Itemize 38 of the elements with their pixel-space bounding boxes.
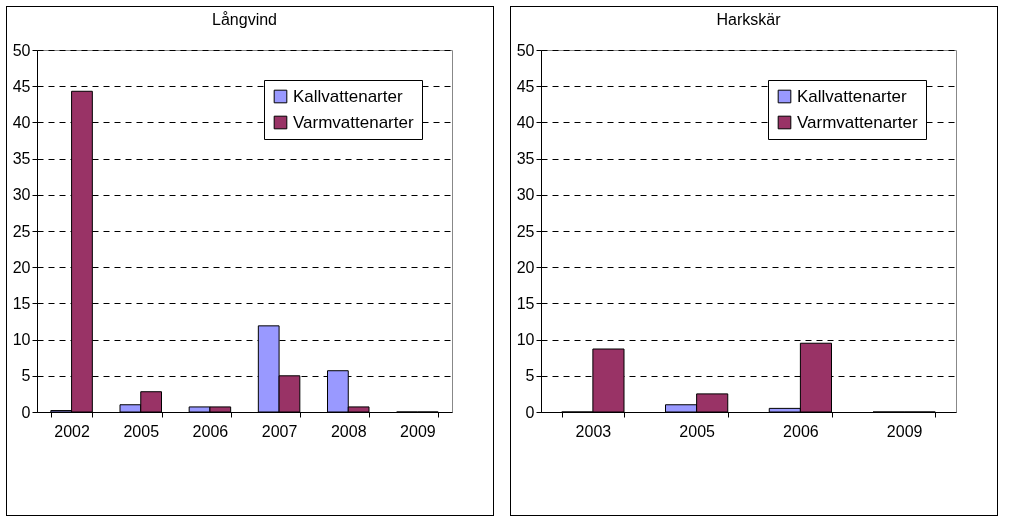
chart-title: Harkskär: [716, 11, 782, 28]
legend-label: Kallvattenarter: [293, 86, 403, 106]
x-tick-label: 2003: [575, 422, 612, 440]
y-tick-label: 25: [12, 222, 31, 240]
x-tick-label: 2006: [783, 422, 819, 440]
y-tick-label: 40: [12, 113, 31, 131]
y-tick-label: 15: [516, 294, 535, 312]
y-tick-label: 15: [12, 294, 31, 312]
x-tick-label: 2008: [330, 422, 367, 440]
x-tick-label: 2005: [123, 422, 160, 440]
y-tick-label: 50: [516, 41, 535, 59]
y-tick-label: 45: [12, 77, 31, 95]
y-tick-label: 35: [12, 150, 31, 168]
y-tick-label: 20: [12, 258, 31, 276]
legend-label: Varmvattenarter: [797, 112, 918, 132]
y-tick-label: 20: [516, 258, 535, 276]
y-tick-label: 5: [21, 367, 31, 385]
x-tick-label: 2007: [261, 422, 298, 440]
y-tick-label: 5: [525, 367, 535, 385]
y-tick-label: 30: [516, 186, 535, 204]
y-tick-label: 35: [516, 150, 535, 168]
x-tick-label: 2005: [679, 422, 716, 440]
x-tick-label: 2002: [54, 422, 90, 440]
y-tick-label: 50: [12, 41, 31, 59]
x-tick-label: 2009: [400, 422, 436, 440]
y-tick-label: 10: [516, 331, 535, 349]
y-tick-label: 0: [21, 403, 31, 421]
legend-label: Varmvattenarter: [293, 112, 414, 132]
y-tick-label: 30: [12, 186, 31, 204]
y-tick-label: 25: [516, 222, 535, 240]
chart-title: Långvind: [212, 11, 277, 28]
x-tick-label: 2006: [192, 422, 229, 440]
y-tick-label: 0: [525, 403, 535, 421]
legend-label: Kallvattenarter: [797, 86, 907, 106]
y-tick-label: 10: [12, 331, 31, 349]
y-tick-label: 45: [516, 77, 535, 95]
y-tick-label: 40: [516, 113, 535, 131]
x-tick-label: 2009: [886, 422, 923, 440]
